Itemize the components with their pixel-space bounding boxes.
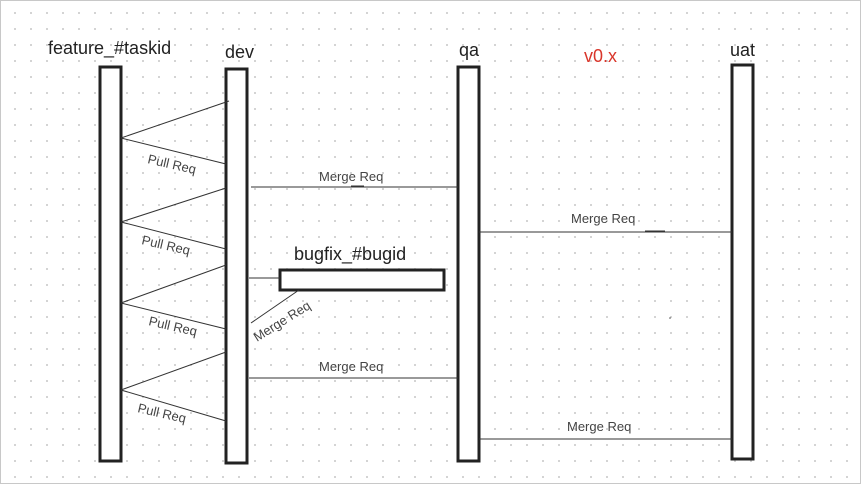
pull-req-line xyxy=(120,137,227,165)
lane-header-qa: qa xyxy=(459,40,480,60)
lane-bar-dev xyxy=(224,67,249,465)
pull-req-line xyxy=(120,389,227,422)
lane-bar-uat xyxy=(730,63,755,461)
pull-req-line xyxy=(120,221,227,250)
branch-out-line xyxy=(120,100,230,139)
version-label: v0.x xyxy=(584,46,617,66)
pull-req-label: Pull Req xyxy=(140,232,191,258)
pull-req-label: Pull Req xyxy=(147,313,198,339)
merge-req-label: Merge Req xyxy=(319,169,383,184)
branch-out-line xyxy=(120,264,227,304)
merge-req-label: Merge Req xyxy=(251,298,313,345)
pull-req-line xyxy=(120,302,227,330)
merge-req-label: Merge Req xyxy=(571,211,635,226)
merge-req-label: Merge Req xyxy=(319,359,383,374)
bugfix-merge-line xyxy=(250,289,300,324)
lane-bar-feature xyxy=(98,65,123,463)
lane-bar-qa xyxy=(456,65,481,463)
lane-header-dev: dev xyxy=(225,42,254,62)
merge-req-label: Merge Req xyxy=(567,419,631,434)
lane-header-bugfix: bugfix_#bugid xyxy=(294,244,406,265)
lane-header-feature: feature_#taskid xyxy=(48,38,171,59)
branch-out-line xyxy=(120,187,227,223)
branch-out-line xyxy=(120,351,227,391)
lane-bar-bugfix xyxy=(278,268,446,292)
pull-req-label: Pull Req xyxy=(136,400,187,426)
stray-dot xyxy=(669,317,671,319)
lane-header-uat: uat xyxy=(730,40,755,60)
